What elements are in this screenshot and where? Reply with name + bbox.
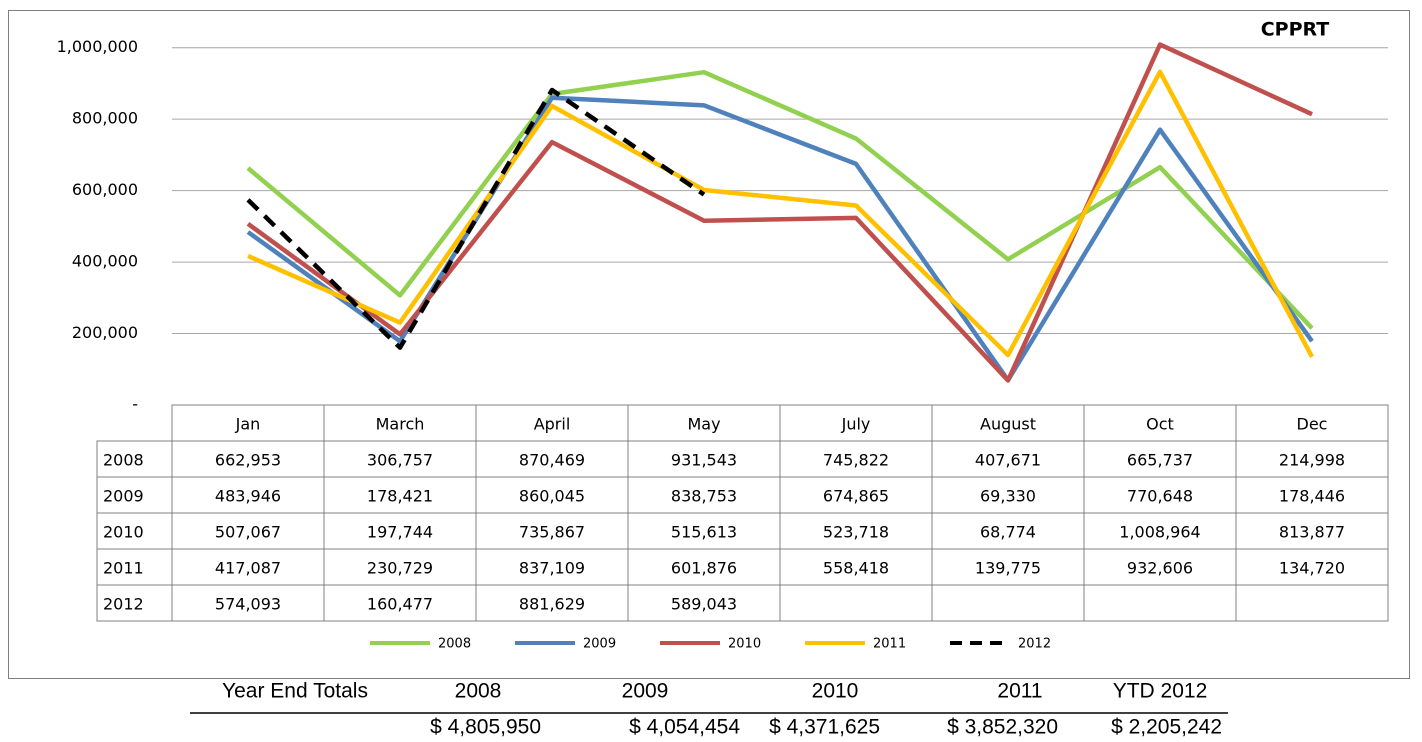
y-tick-label: 1,000,000	[57, 37, 138, 56]
table-cell: 507,067	[215, 523, 281, 542]
table-cell: 745,822	[823, 451, 889, 470]
legend-label: 2009	[583, 637, 616, 652]
table-cell: 735,867	[519, 523, 585, 542]
table-cell: 139,775	[975, 559, 1041, 578]
legend-label: 2012	[1018, 637, 1051, 652]
y-tick-label: -	[132, 395, 138, 414]
y-tick-label: 600,000	[72, 180, 138, 199]
table-cell: 214,998	[1279, 451, 1345, 470]
totals-value: $ 4,371,625	[769, 716, 880, 738]
table-row-label: 2008	[103, 451, 144, 470]
table-row-label: 2010	[103, 523, 144, 542]
totals-value: $ 3,852,320	[947, 716, 1058, 738]
table-cell: 160,477	[367, 595, 433, 614]
table-cell: 230,729	[367, 559, 433, 578]
table-cell: 770,648	[1127, 487, 1193, 506]
table-cell: 68,774	[980, 523, 1036, 542]
table-cell: 407,671	[975, 451, 1041, 470]
table-cell: 523,718	[823, 523, 889, 542]
table-cell: 515,613	[671, 523, 737, 542]
table-cell: 870,469	[519, 451, 585, 470]
table-cell: 306,757	[367, 451, 433, 470]
totals-header: 2010	[812, 680, 859, 703]
totals-value: $ 4,805,950	[430, 716, 541, 738]
table-cell: 197,744	[367, 523, 433, 542]
y-tick-label: 200,000	[72, 323, 138, 342]
table-cell: 881,629	[519, 595, 585, 614]
y-tick-label: 400,000	[72, 252, 138, 271]
table-row-label: 2009	[103, 487, 144, 506]
table-cell: 838,753	[671, 487, 737, 506]
x-tick-label: Oct	[1146, 415, 1174, 434]
table-cell: 178,421	[367, 487, 433, 506]
totals-header: 2008	[455, 680, 502, 703]
table-cell: 837,109	[519, 559, 585, 578]
totals-header: 2009	[622, 680, 669, 703]
table-cell: 483,946	[215, 487, 281, 506]
series-line	[246, 69, 1314, 330]
y-tick-label: 800,000	[72, 109, 138, 128]
table-row-border	[96, 584, 1389, 622]
table-cell: 860,045	[519, 487, 585, 506]
totals-header: YTD 2012	[1113, 680, 1208, 703]
table-cell: 674,865	[823, 487, 889, 506]
legend-label: 2011	[873, 637, 906, 652]
totals-label: Year End Totals	[222, 680, 368, 703]
table-cell: 574,093	[215, 595, 281, 614]
series-line	[246, 87, 706, 350]
legend-label: 2010	[728, 637, 761, 652]
x-tick-label: May	[687, 415, 720, 434]
table-cell: 589,043	[671, 595, 737, 614]
totals-header: 2011	[997, 680, 1042, 703]
table-row-label: 2012	[103, 595, 144, 614]
chart-title: CPPRT	[1261, 19, 1330, 41]
series-line	[247, 69, 1314, 358]
x-tick-label: August	[980, 415, 1036, 434]
chart-frame	[8, 10, 1410, 679]
table-cell: 665,737	[1127, 451, 1193, 470]
legend-label: 2008	[438, 637, 471, 652]
table-cell: 662,953	[215, 451, 281, 470]
table-cell: 178,446	[1279, 487, 1345, 506]
x-tick-label: Dec	[1297, 415, 1328, 434]
table-cell: 813,877	[1279, 523, 1345, 542]
x-tick-label: July	[841, 415, 871, 434]
table-cell: 1,008,964	[1119, 523, 1200, 542]
table-cell: 931,543	[671, 451, 737, 470]
table-cell: 558,418	[823, 559, 889, 578]
x-tick-label: Jan	[235, 415, 261, 434]
x-tick-label: April	[534, 415, 571, 434]
totals-value: $ 4,054,454	[629, 716, 740, 738]
table-cell: 601,876	[671, 559, 737, 578]
totals-value: $ 2,205,242	[1111, 716, 1222, 738]
table-cell: 134,720	[1279, 559, 1345, 578]
x-tick-label: March	[376, 415, 425, 434]
table-cell: 417,087	[215, 559, 281, 578]
table-row-label: 2011	[103, 559, 144, 578]
table-cell: 932,606	[1127, 559, 1193, 578]
table-cell: 69,330	[980, 487, 1036, 506]
